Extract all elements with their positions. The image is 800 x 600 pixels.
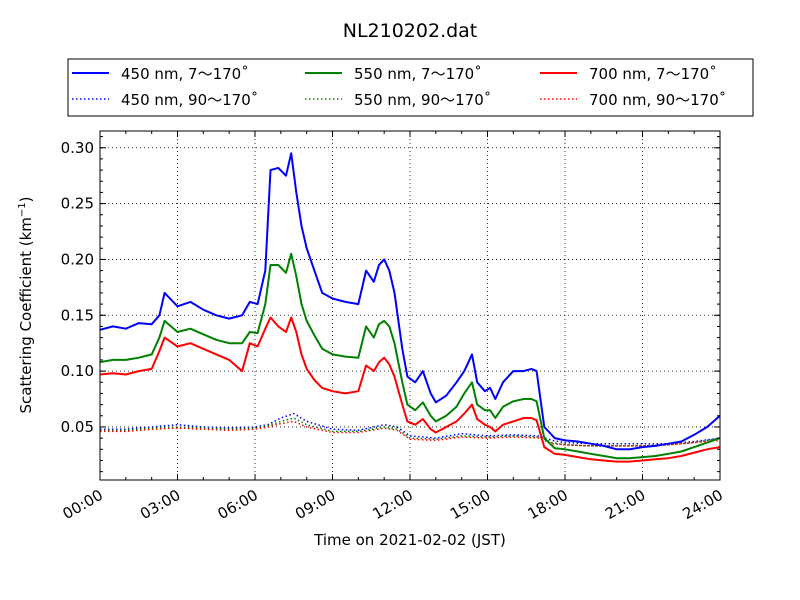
legend-label-1: 450 nm, 90～170˚ [121, 91, 258, 109]
x-tick-label: 06:00 [215, 486, 261, 523]
legend-label-4: 700 nm, 7～170˚ [589, 65, 717, 83]
chart-title: NL210202.dat [343, 20, 478, 42]
x-tick-label: 21:00 [602, 486, 648, 523]
x-tick-label: 15:00 [447, 486, 493, 523]
y-axis-label-main: Scattering Coefficient (km [17, 217, 35, 413]
legend-label-2: 550 nm, 7～170˚ [354, 65, 482, 83]
series-line-5 [100, 420, 721, 447]
x-tick-label: 03:00 [137, 486, 183, 523]
legend-box [67, 58, 754, 117]
legend-label-5: 700 nm, 90～170˚ [589, 91, 726, 109]
legend-label-3: 550 nm, 90～170˚ [354, 91, 491, 109]
x-tick-label: 00:00 [60, 486, 106, 523]
x-tick-label: 09:00 [292, 486, 338, 523]
series-line-1 [100, 412, 721, 445]
x-tick-label: 18:00 [525, 486, 571, 523]
y-axis-label: Scattering Coefficient (km−1) [17, 196, 35, 413]
y-tick-label: 0.25 [61, 195, 94, 213]
x-axis-label: Time on 2021-02-02 (JST) [313, 531, 506, 549]
legend-label-0: 450 nm, 7～170˚ [121, 65, 249, 83]
series-line-4 [99, 316, 721, 463]
y-tick-label: 0.20 [61, 250, 94, 268]
y-axis-label-sup: −1 [17, 202, 28, 217]
grid [100, 131, 720, 480]
y-tick-label: 0.05 [61, 418, 94, 436]
y-tick-label: 0.30 [61, 139, 94, 157]
series-line-2 [99, 252, 721, 460]
plot-lines [99, 152, 721, 463]
x-tick-label: 24:00 [680, 486, 726, 523]
series-line-0 [99, 152, 721, 451]
axes: 00:00 03:00 06:00 09:00 12:00 15:00 18:00 21:00… [60, 131, 726, 523]
y-tick-label: 0.15 [61, 306, 94, 324]
legend: 450 nm, 7～170˚ 450 nm, 90～170˚ 550 nm, 7～1… [72, 65, 726, 109]
x-tick-label: 12:00 [370, 486, 416, 523]
y-tick-label: 0.10 [61, 362, 94, 380]
y-axis-label-tail: ) [17, 196, 35, 202]
